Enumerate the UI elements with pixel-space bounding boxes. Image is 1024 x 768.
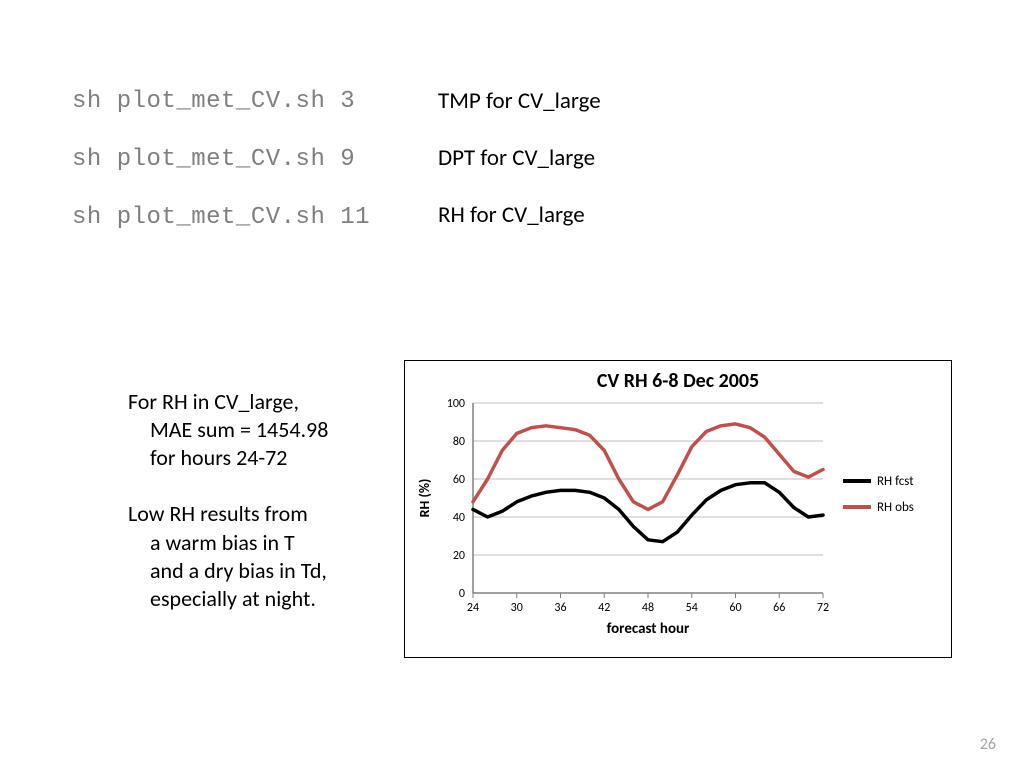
command-line: sh plot_met_CV.sh 9 [72, 148, 370, 172]
svg-text:60: 60 [453, 473, 465, 487]
svg-text:80: 80 [453, 435, 465, 449]
command-line: sh plot_met_CV.sh 11 [72, 206, 370, 230]
label-line: RH for CV_large [438, 204, 601, 227]
note-block: For RH in CV_large, MAE sum = 1454.98 fo… [128, 388, 388, 613]
page-number: 26 [980, 735, 996, 754]
note-line: a warm bias in T [150, 529, 295, 556]
svg-text:30: 30 [511, 601, 523, 615]
note-paragraph-1: For RH in CV_large, MAE sum = 1454.98 fo… [128, 388, 388, 472]
label-line: DPT for CV_large [438, 147, 601, 170]
svg-text:40: 40 [453, 511, 465, 525]
note-line: and a dry bias in Td, [150, 557, 327, 584]
chart-svg: 24 30 36 42 48 54 60 66 72 0 20 40 60 80 100 forecast h… [405, 361, 951, 657]
svg-text:36: 36 [554, 601, 566, 615]
label-line: TMP for CV_large [438, 90, 601, 113]
svg-text:72: 72 [817, 601, 829, 615]
svg-text:0: 0 [459, 587, 465, 601]
command-list: sh plot_met_CV.sh 3 sh plot_met_CV.sh 9 … [72, 90, 370, 264]
rh-chart: CV RH 6-8 Dec 2005 24 30 36 42 48 54 60 66 72 0 20… [404, 360, 952, 658]
svg-text:54: 54 [686, 601, 698, 615]
svg-text:RH fcst: RH fcst [877, 474, 914, 489]
note-line: for hours 24-72 [150, 444, 287, 471]
note-line: Low RH results from [128, 500, 308, 527]
label-list: TMP for CV_large DPT for CV_large RH for… [438, 90, 601, 261]
svg-text:RH obs: RH obs [877, 500, 914, 515]
svg-text:20: 20 [453, 549, 465, 563]
svg-text:66: 66 [773, 601, 785, 615]
command-line: sh plot_met_CV.sh 3 [72, 90, 370, 114]
chart-title: CV RH 6-8 Dec 2005 [405, 369, 951, 393]
svg-text:42: 42 [598, 601, 610, 615]
note-line: especially at night. [150, 585, 316, 612]
svg-text:48: 48 [642, 601, 654, 615]
note-paragraph-2: Low RH results from a warm bias in T and… [128, 500, 388, 613]
note-line: For RH in CV_large, [128, 388, 299, 415]
svg-text:RH (%): RH (%) [416, 479, 433, 518]
svg-text:forecast hour: forecast hour [607, 620, 690, 638]
svg-text:60: 60 [729, 601, 741, 615]
svg-text:24: 24 [467, 601, 479, 615]
note-line: MAE sum = 1454.98 [150, 416, 328, 443]
svg-text:100: 100 [447, 397, 465, 411]
